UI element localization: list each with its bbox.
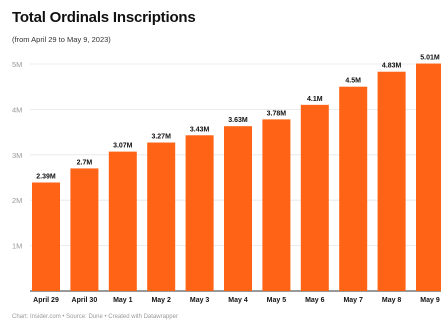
x-tick-label: May 9 [420,297,440,304]
x-tick-label: May 7 [343,297,363,304]
y-tick-label: 4M [12,105,22,114]
x-tick-label: May 4 [228,297,248,304]
chart-subtitle: (from April 29 to May 9, 2023) [12,35,111,44]
bar [224,126,252,291]
chart-title: Total Ordinals Inscriptions [12,9,196,26]
y-tick-label: 2M [12,196,22,205]
data-label: 3.07M [113,143,133,150]
data-label: 3.63M [228,117,248,124]
x-tick-label: May 3 [190,297,210,304]
y-tick-label: 3M [12,151,22,160]
chart-footer: Chart: Insider.com • Source: Dune • Crea… [12,314,178,320]
x-tick-label: May 8 [382,297,402,304]
x-tick-label: May 1 [113,297,133,304]
bar [70,168,99,291]
x-tick-label: May 2 [151,297,171,304]
data-label: 5.01M [420,55,440,62]
data-label: 3.27M [151,134,171,141]
bar [32,182,60,291]
data-label: 4.5M [345,78,361,85]
x-tick-label: May 6 [305,297,325,304]
data-label: 3.43M [190,126,210,133]
x-axis: April 29 April 30 May 1 May 2 May 3 May 4 May … [33,297,440,304]
x-tick-label: April 30 [72,297,98,304]
x-tick-label: April 29 [33,297,59,304]
bar [185,135,214,291]
data-label: 3.78M [267,110,287,117]
bar [416,63,441,291]
bar [300,104,329,291]
bar [108,151,137,291]
y-tick-label: 5M [12,60,22,69]
bar [147,142,176,291]
data-label: 2.39M [36,173,56,180]
y-tick-label: 1M [12,242,22,251]
bar [377,71,406,291]
data-label: 4.83M [382,63,402,70]
bar [339,86,368,291]
bar [262,119,291,291]
data-label: 4.1M [307,96,323,103]
data-labels: 2.39M 2.7M 3.07M 3.27M 3.43M 3.63M 3.78M 4.1M 4.… [36,55,440,181]
data-label: 2.7M [77,159,93,166]
x-tick-label: May 5 [267,297,287,304]
bars [32,63,441,291]
